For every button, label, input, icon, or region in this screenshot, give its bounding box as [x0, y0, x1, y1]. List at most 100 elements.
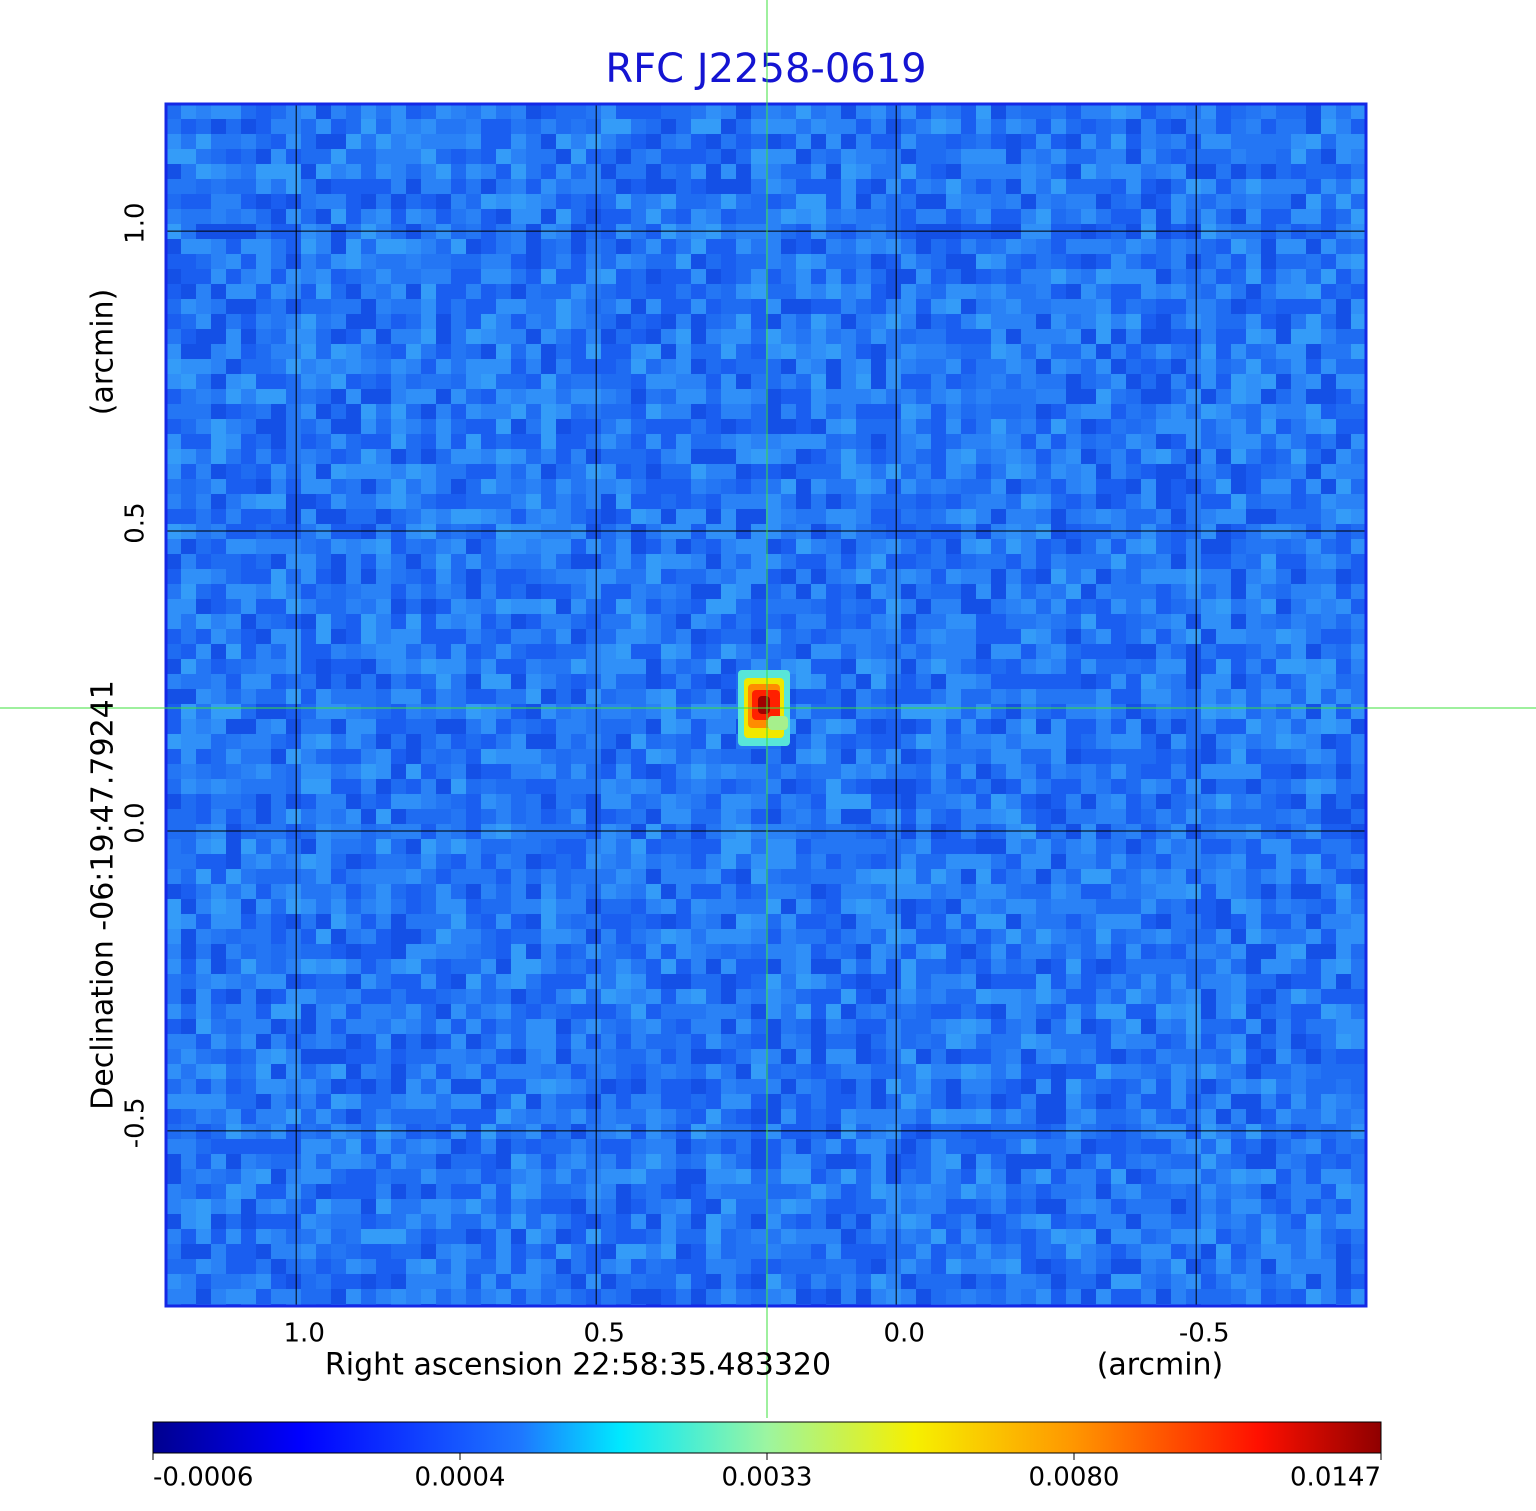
image-pixel — [856, 884, 872, 900]
image-pixel — [826, 374, 842, 390]
image-pixel — [976, 899, 992, 915]
image-pixel — [346, 614, 362, 630]
image-pixel — [646, 464, 662, 480]
image-pixel — [646, 389, 662, 405]
image-pixel — [1216, 644, 1232, 660]
image-pixel — [1261, 374, 1277, 390]
image-pixel — [286, 869, 302, 885]
image-pixel — [391, 704, 407, 720]
image-pixel — [481, 299, 497, 315]
image-pixel — [541, 479, 557, 495]
image-pixel — [1156, 374, 1172, 390]
image-pixel — [556, 449, 572, 465]
image-pixel — [691, 539, 707, 555]
image-pixel — [241, 614, 257, 630]
image-pixel — [1156, 719, 1172, 735]
image-pixel — [301, 464, 317, 480]
image-pixel — [1051, 554, 1067, 570]
image-pixel — [721, 284, 737, 300]
image-pixel — [736, 539, 752, 555]
image-pixel — [196, 134, 212, 150]
image-pixel — [736, 794, 752, 810]
image-pixel — [1021, 209, 1037, 225]
image-pixel — [301, 269, 317, 285]
image-pixel — [946, 104, 962, 120]
image-pixel — [1201, 539, 1217, 555]
image-pixel — [976, 299, 992, 315]
image-pixel — [241, 974, 257, 990]
image-pixel — [1276, 479, 1292, 495]
image-pixel — [721, 899, 737, 915]
image-pixel — [1231, 779, 1247, 795]
image-pixel — [721, 209, 737, 225]
image-pixel — [166, 449, 182, 465]
image-pixel — [1156, 314, 1172, 330]
image-pixel — [826, 299, 842, 315]
image-pixel — [1336, 269, 1352, 285]
image-pixel — [1081, 599, 1097, 615]
image-pixel — [751, 914, 767, 930]
image-pixel — [496, 674, 512, 690]
image-pixel — [601, 899, 617, 915]
image-pixel — [211, 599, 227, 615]
image-pixel — [811, 899, 827, 915]
image-pixel — [361, 389, 377, 405]
image-pixel — [931, 599, 947, 615]
image-pixel — [1306, 149, 1322, 165]
image-pixel — [826, 149, 842, 165]
image-pixel — [631, 149, 647, 165]
image-pixel — [601, 989, 617, 1005]
image-pixel — [1171, 509, 1187, 525]
image-pixel — [781, 224, 797, 240]
image-pixel — [1276, 974, 1292, 990]
image-pixel — [1051, 419, 1067, 435]
image-pixel — [1141, 464, 1157, 480]
image-pixel — [1336, 419, 1352, 435]
image-pixel — [841, 479, 857, 495]
image-pixel — [916, 119, 932, 135]
image-pixel — [706, 779, 722, 795]
image-pixel — [376, 929, 392, 945]
image-pixel — [841, 734, 857, 750]
image-pixel — [1276, 1019, 1292, 1035]
image-pixel — [496, 164, 512, 180]
image-pixel — [676, 389, 692, 405]
image-pixel — [1096, 659, 1112, 675]
image-pixel — [1051, 509, 1067, 525]
image-pixel — [781, 194, 797, 210]
image-pixel — [1156, 494, 1172, 510]
image-pixel — [901, 1019, 917, 1035]
image-pixel — [526, 524, 542, 540]
image-pixel — [511, 479, 527, 495]
image-pixel — [331, 434, 347, 450]
image-pixel — [796, 449, 812, 465]
image-pixel — [331, 509, 347, 525]
image-pixel — [1036, 839, 1052, 855]
image-pixel — [196, 524, 212, 540]
image-pixel — [601, 839, 617, 855]
image-pixel — [1291, 299, 1307, 315]
image-pixel — [661, 689, 677, 705]
image-pixel — [586, 584, 602, 600]
image-pixel — [1306, 1004, 1322, 1020]
image-pixel — [721, 659, 737, 675]
image-pixel — [901, 659, 917, 675]
image-pixel — [241, 719, 257, 735]
image-pixel — [196, 734, 212, 750]
image-pixel — [1171, 119, 1187, 135]
image-pixel — [1066, 134, 1082, 150]
image-pixel — [1321, 914, 1337, 930]
image-pixel — [1216, 989, 1232, 1005]
image-pixel — [1261, 929, 1277, 945]
image-pixel — [811, 644, 827, 660]
image-pixel — [1021, 119, 1037, 135]
image-pixel — [451, 989, 467, 1005]
image-pixel — [841, 449, 857, 465]
image-pixel — [1306, 299, 1322, 315]
image-pixel — [586, 794, 602, 810]
image-pixel — [481, 779, 497, 795]
image-pixel — [826, 599, 842, 615]
image-pixel — [601, 194, 617, 210]
image-pixel — [181, 809, 197, 825]
image-pixel — [196, 404, 212, 420]
